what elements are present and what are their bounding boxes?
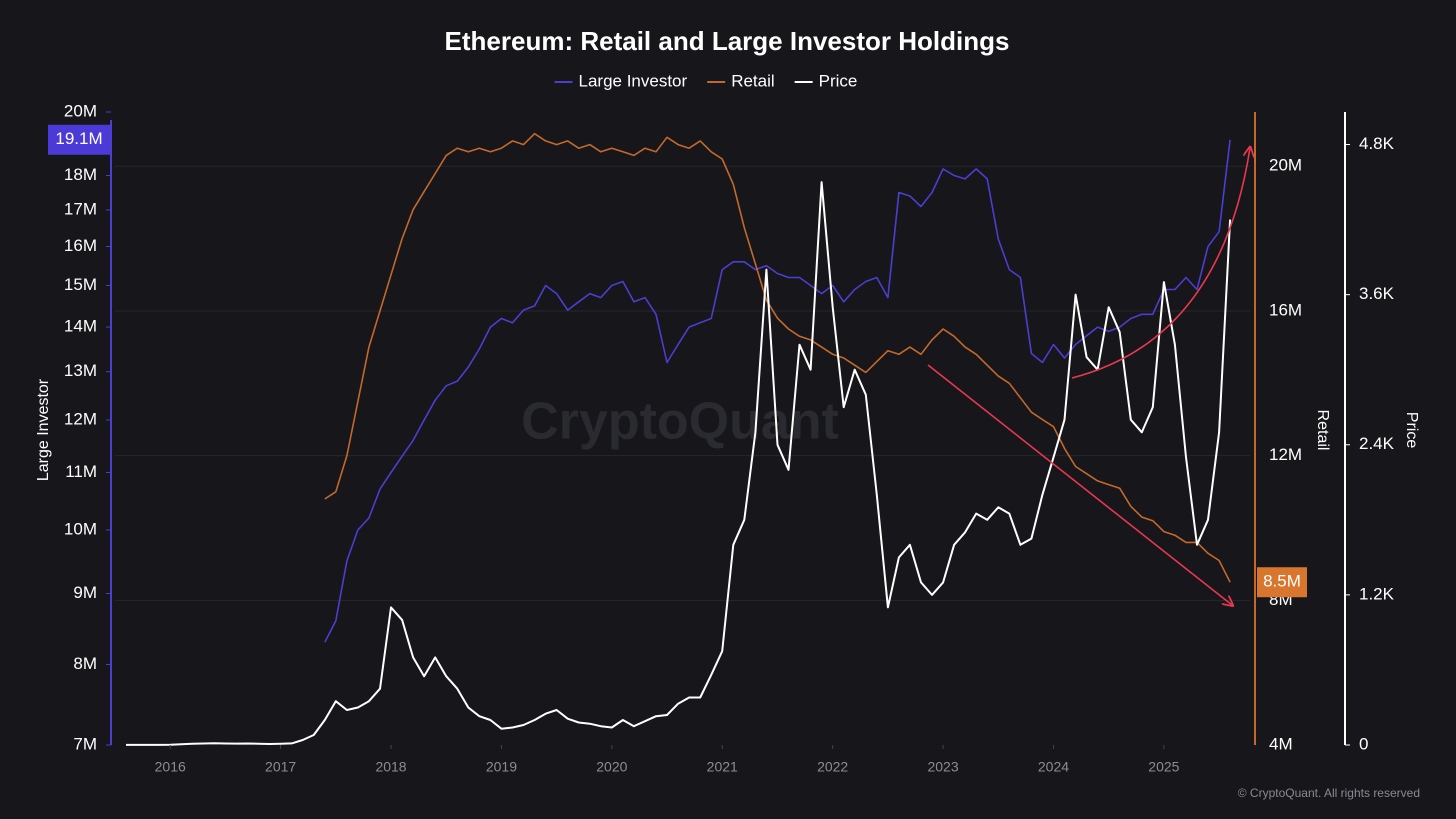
y-tick-label: 16M [64,236,97,255]
y-axis-title: Large Investor [35,378,52,481]
y-tick-label: 15M [64,275,97,294]
y-tick-label: 7M [73,734,97,753]
y2-tick-label: 12M [1269,445,1302,464]
annotations [927,148,1250,605]
y3-axis-title: Price [1403,412,1420,449]
x-tick-label: 2024 [1038,759,1069,775]
x-tick-label: 2021 [707,759,738,775]
y-tick-label: 14M [64,317,97,336]
y3-tick-label: 1.2K [1359,584,1395,603]
y2-tick-label: 20M [1269,156,1302,175]
x-tick-label: 2020 [596,759,627,775]
legend-label: Price [819,71,858,90]
y-tick-label: 13M [64,361,97,380]
axes: 7M8M9M10M11M12M13M14M15M16M17M18M20M4M8M… [48,71,1395,775]
value-label-box [48,124,110,155]
y-tick-label: 17M [64,199,97,218]
x-tick-label: 2023 [927,759,958,775]
copyright: © CryptoQuant. All rights reserved [1238,786,1420,800]
y2-tick-label: 16M [1269,300,1302,319]
x-tick-label: 2016 [155,759,186,775]
legend-label: Retail [731,71,774,90]
y3-tick-label: 2.4K [1359,434,1395,453]
x-tick-label: 2019 [486,759,517,775]
value-label: 8.5M [1263,572,1301,591]
chart-title: Ethereum: Retail and Large Investor Hold… [445,26,1010,56]
y-tick-label: 9M [73,583,97,602]
series-line [324,132,1231,583]
series-line [324,139,1231,643]
x-tick-label: 2025 [1148,759,1179,775]
y2-tick-label: 4M [1269,734,1293,753]
down-arrow [927,364,1232,605]
y3-tick-label: 0 [1359,734,1368,753]
y-tick-label: 11M [65,462,97,481]
y-tick-label: 12M [64,409,97,428]
y-tick-label: 8M [73,654,97,673]
plot-lines [126,132,1232,746]
x-tick-label: 2022 [817,759,848,775]
up-arrow [1071,148,1250,379]
y2-axis-title: Retail [1314,410,1331,451]
x-tick-label: 2017 [265,759,296,775]
legend-label: Large Investor [579,71,688,90]
value-label: 19.1M [55,129,102,148]
x-tick-label: 2018 [375,759,406,775]
y3-tick-label: 4.8K [1359,134,1395,153]
watermark: CryptoQuant [521,393,839,451]
series-line [126,181,1232,746]
y3-tick-label: 3.6K [1359,284,1395,303]
value-label-box [1257,567,1307,598]
y-tick-label: 20M [64,101,97,120]
y-tick-label: 18M [64,165,97,184]
y-tick-label: 10M [64,519,97,538]
grid [115,165,1250,601]
